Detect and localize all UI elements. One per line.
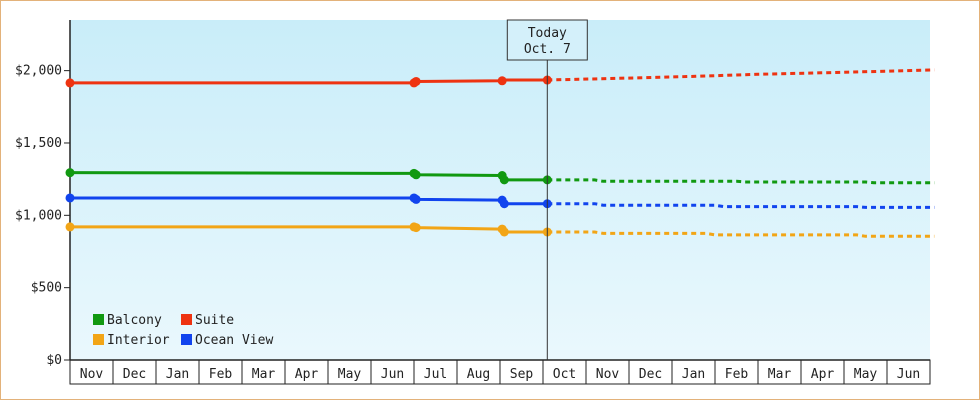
x-tick-label: Jun — [381, 367, 404, 382]
data-point — [65, 222, 75, 232]
x-tick-label: Jul — [424, 367, 447, 382]
x-tick-label: Mar — [768, 367, 792, 382]
data-point — [65, 193, 75, 203]
legend-label: Ocean View — [195, 333, 273, 348]
x-tick-label: Feb — [725, 367, 749, 382]
history-line — [70, 78, 548, 85]
data-point — [65, 168, 75, 178]
legend-item: Balcony — [93, 313, 162, 328]
data-point — [411, 194, 421, 204]
legend-item: Ocean View — [181, 333, 273, 348]
x-tick-label: Dec — [639, 367, 662, 382]
x-tick-label: May — [338, 367, 362, 382]
x-tick-label: May — [854, 367, 878, 382]
x-tick-label: Feb — [209, 367, 233, 382]
y-tick-label: $1,500 — [15, 136, 62, 151]
legend-swatch — [93, 314, 104, 325]
data-point — [499, 175, 509, 185]
history-line — [69, 171, 548, 182]
forecast-line — [547, 202, 935, 209]
legend-item: Interior — [93, 333, 170, 348]
legend-item: Suite — [181, 313, 234, 328]
today-label: Today — [528, 26, 567, 41]
plot-background — [70, 20, 930, 360]
x-tick-label: Nov — [80, 367, 104, 382]
today-box — [506, 19, 588, 61]
history-line — [70, 196, 548, 206]
data-point — [497, 76, 507, 86]
y-tick-label: $0 — [46, 353, 62, 368]
series-balcony — [65, 168, 935, 185]
x-tick-label: Nov — [596, 367, 620, 382]
forecast-line — [547, 230, 935, 238]
data-point — [411, 76, 421, 86]
legend-swatch — [181, 334, 192, 345]
series-ocean-view — [65, 193, 935, 209]
y-tick-label: $500 — [31, 281, 62, 296]
x-tick-label: Aug — [467, 367, 490, 382]
legend-swatch — [93, 334, 104, 345]
legend-label: Suite — [195, 313, 234, 328]
today-date: Oct. 7 — [524, 42, 571, 57]
history-line — [70, 225, 548, 234]
series-interior — [65, 222, 935, 238]
forecast-line — [547, 68, 935, 82]
data-point — [411, 223, 421, 233]
data-point — [499, 199, 509, 209]
legend: Balcony Suite Interior Ocean View — [93, 313, 273, 348]
forecast-line — [547, 178, 935, 185]
x-tick-label: Jan — [166, 367, 189, 382]
x-tick-label: Apr — [295, 367, 319, 382]
x-tick-label: Oct — [553, 367, 576, 382]
x-tick-label: Jan — [682, 367, 705, 382]
data-point — [65, 78, 75, 88]
legend-label: Interior — [107, 333, 170, 348]
x-tick-label: Apr — [811, 367, 835, 382]
x-tick-label: Sep — [510, 367, 534, 382]
y-axis: $0 $500 $1,000 $1,500 $2,000 — [15, 20, 71, 368]
x-tick-label: Dec — [123, 367, 146, 382]
series-layer — [65, 68, 935, 238]
x-tick-label: Jun — [897, 367, 920, 382]
y-tick-label: $1,000 — [15, 208, 62, 223]
x-axis: Nov Dec Jan Feb Mar Apr May Jun Jul Aug Sep Oct Nov D… — [69, 359, 931, 385]
x-tick-label: Mar — [252, 367, 276, 382]
data-point — [411, 170, 421, 180]
data-point — [499, 227, 509, 237]
legend-swatch — [181, 314, 192, 325]
legend-label: Balcony — [107, 313, 162, 328]
series-suite — [65, 68, 935, 88]
y-tick-label: $2,000 — [15, 64, 62, 79]
